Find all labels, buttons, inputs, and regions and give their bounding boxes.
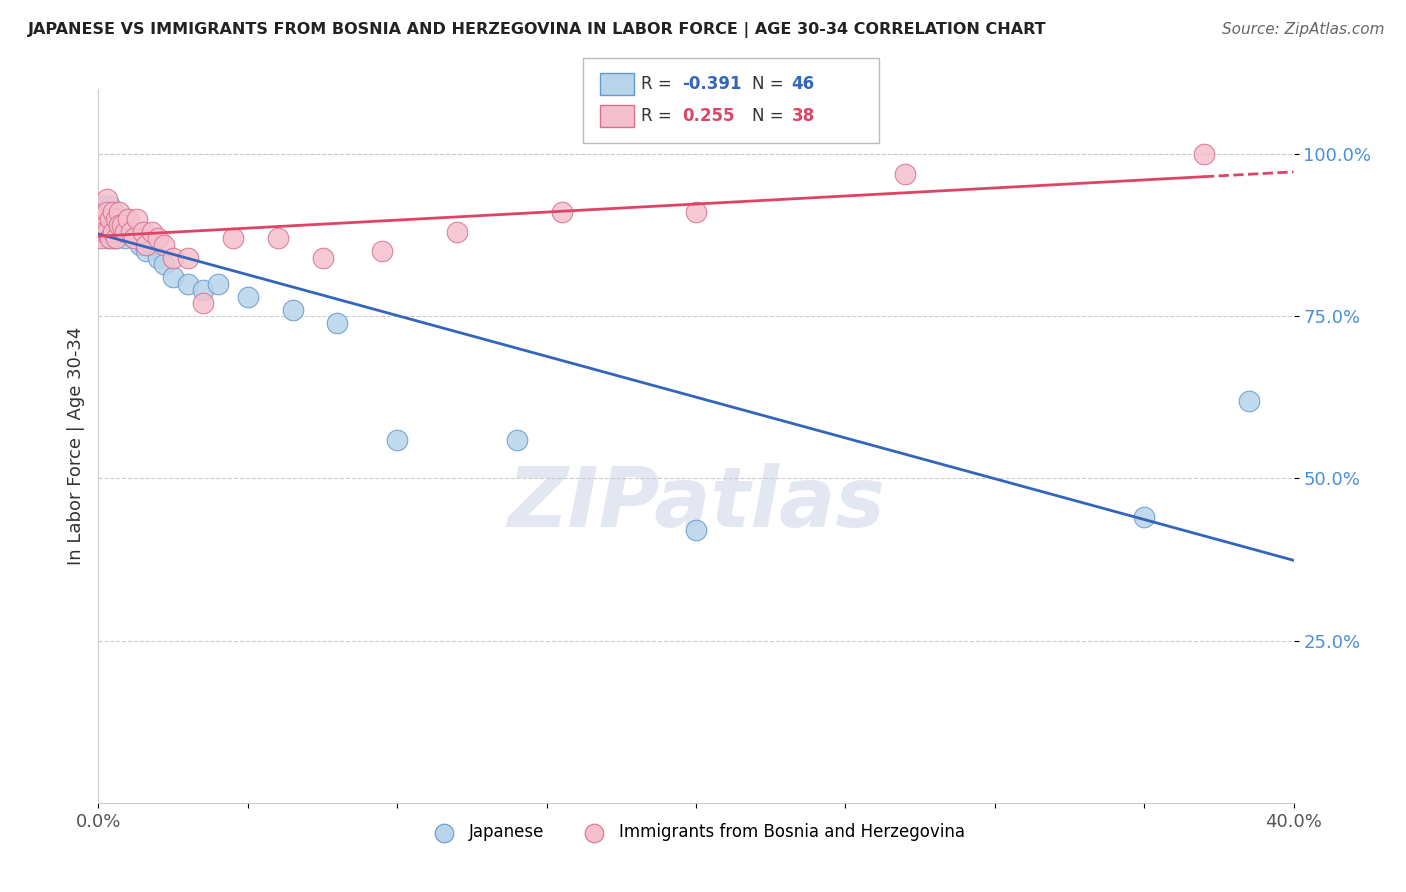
Point (177, 277, 200, 291)
Text: R =: R = (641, 107, 678, 125)
Point (894, 167, 917, 181)
Point (135, 238, 157, 252)
Point (103, 219, 125, 233)
Point (148, 231, 170, 245)
Point (93, 199, 115, 213)
Point (153, 238, 176, 252)
Point (103, 205, 125, 219)
Point (191, 283, 214, 297)
Point (685, 205, 707, 219)
Point (1192, 147, 1215, 161)
Point (103, 231, 125, 245)
Point (111, 211, 134, 226)
Point (117, 211, 139, 226)
Point (90, 231, 112, 245)
Point (141, 238, 163, 252)
Point (98, 199, 122, 213)
Point (108, 225, 131, 239)
Point (191, 296, 214, 310)
Point (506, 433, 529, 447)
Point (114, 231, 136, 245)
Point (127, 225, 149, 239)
Point (222, 231, 245, 245)
Point (153, 257, 176, 271)
Point (96, 219, 118, 233)
Point (162, 251, 184, 265)
Point (93, 225, 115, 239)
Point (103, 205, 125, 219)
Point (98, 211, 122, 226)
Text: Source: ZipAtlas.com: Source: ZipAtlas.com (1222, 22, 1385, 37)
Text: 0.255: 0.255 (682, 107, 734, 125)
Point (385, 433, 409, 447)
Point (96, 193, 118, 207)
Point (90, 205, 112, 219)
Point (105, 225, 128, 239)
Point (371, 244, 394, 259)
Point (236, 290, 259, 304)
Point (141, 225, 163, 239)
Point (90, 219, 112, 233)
Point (93, 225, 115, 239)
Point (103, 225, 125, 239)
Point (162, 270, 184, 285)
Point (96, 225, 118, 239)
Legend: Japanese, Immigrants from Bosnia and Herzegovina: Japanese, Immigrants from Bosnia and Her… (420, 817, 972, 848)
Point (117, 225, 139, 239)
Text: ZIPatlas: ZIPatlas (508, 463, 884, 543)
Point (98, 225, 122, 239)
Point (117, 211, 139, 226)
Point (132, 231, 155, 245)
Point (111, 225, 134, 239)
Text: JAPANESE VS IMMIGRANTS FROM BOSNIA AND HERZEGOVINA IN LABOR FORCE | AGE 30-34 CO: JAPANESE VS IMMIGRANTS FROM BOSNIA AND H… (28, 22, 1046, 38)
Point (326, 316, 349, 330)
Point (96, 205, 118, 219)
Point (108, 219, 131, 233)
Point (135, 244, 157, 259)
Point (129, 238, 152, 252)
Point (90, 219, 112, 233)
Point (93, 211, 115, 226)
Point (98, 211, 122, 226)
Point (105, 211, 128, 226)
Point (96, 205, 118, 219)
Y-axis label: In Labor Force | Age 30-34: In Labor Force | Age 30-34 (66, 326, 84, 566)
Point (93, 211, 115, 226)
Point (114, 225, 136, 239)
Text: 38: 38 (792, 107, 814, 125)
Text: R =: R = (641, 75, 678, 93)
Point (120, 225, 142, 239)
Point (124, 231, 146, 245)
Point (111, 219, 134, 233)
Text: N =: N = (752, 107, 789, 125)
Point (105, 211, 128, 226)
Point (207, 277, 229, 291)
Text: N =: N = (752, 75, 789, 93)
Point (120, 225, 142, 239)
Point (550, 205, 572, 219)
Point (177, 251, 200, 265)
Point (105, 231, 128, 245)
Point (108, 211, 131, 226)
Point (98, 231, 122, 245)
Point (132, 225, 155, 239)
Point (114, 219, 136, 233)
Point (127, 211, 149, 226)
Point (281, 302, 304, 317)
Point (1133, 510, 1156, 524)
Point (124, 231, 146, 245)
Text: 46: 46 (792, 75, 814, 93)
Point (148, 251, 170, 265)
Text: -0.391: -0.391 (682, 75, 741, 93)
Point (685, 524, 707, 538)
Point (96, 231, 118, 245)
Point (446, 225, 468, 239)
Point (267, 231, 290, 245)
Point (311, 251, 333, 265)
Point (105, 231, 128, 245)
Point (1237, 393, 1260, 408)
Point (108, 205, 131, 219)
